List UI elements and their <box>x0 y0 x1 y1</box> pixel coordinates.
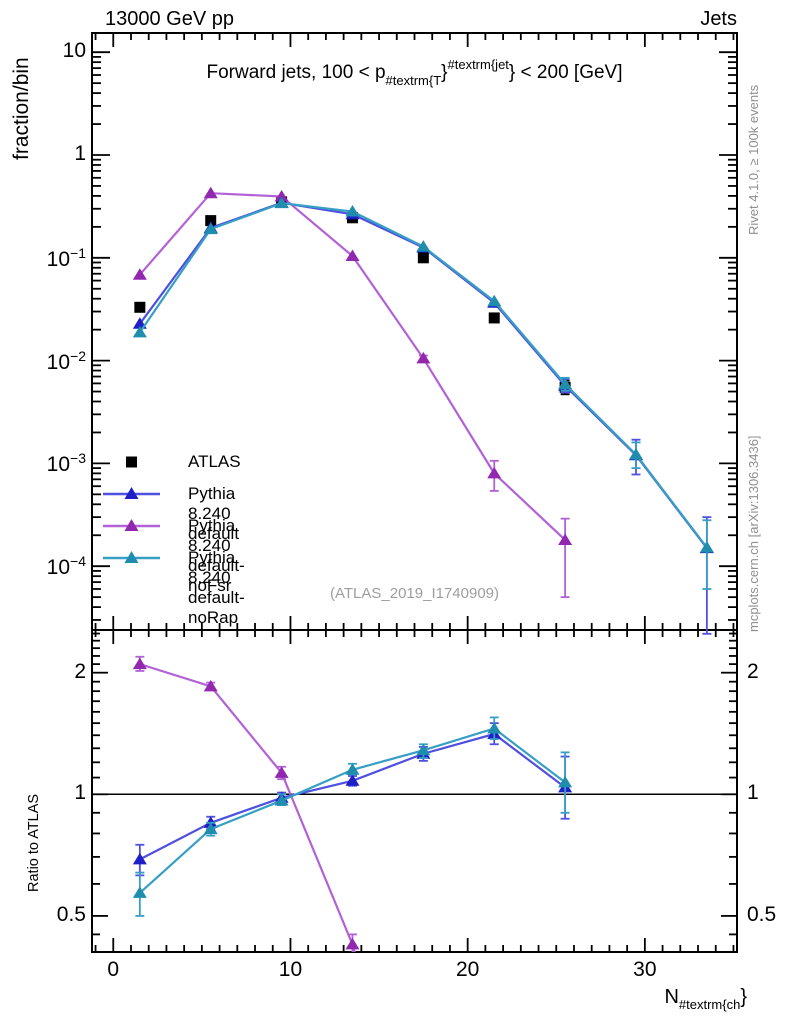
title-pre: Forward jets, 100 < p <box>206 62 386 83</box>
y-tick-label-top: 1 <box>74 142 86 165</box>
atlas-square-marker-icon <box>126 456 137 468</box>
title-superscript: #textrm{jet <box>447 57 509 72</box>
title-brace1: } <box>441 62 448 83</box>
title-post: < 200 [GeV] <box>515 62 623 83</box>
x-tick-label: 10 <box>278 958 303 981</box>
legend-label: Pythia 8.240 default-noFsr <box>188 516 245 595</box>
title-brace2: } <box>508 62 516 83</box>
series-pythia-8-240-default-norap <box>132 716 573 917</box>
xtitle-subscript: #textrm{ch <box>678 997 741 1012</box>
y-tick-label-ratio-right: 1 <box>747 781 759 805</box>
x-axis-title: N#textrm{ch} <box>664 986 747 1012</box>
y-tick-label-ratio-right: 2 <box>747 659 759 683</box>
y-tick-label-top: 10−2 <box>46 347 86 374</box>
legend-label: Pythia 8.240 default <box>188 484 240 543</box>
analysis-id-watermark: (ATLAS_2019_I1740909) <box>329 585 499 602</box>
series-pythia-8-240-default-nofsr <box>132 186 573 599</box>
legend-label: Pythia 8.240 default-noRap <box>188 548 245 627</box>
y-tick-label-top: 10 <box>62 39 86 63</box>
x-tick-label: 0 <box>107 958 120 981</box>
line-triangle-marker-icon <box>103 519 160 531</box>
xtitle-brace: } <box>740 986 747 1008</box>
line-triangle-marker-icon <box>103 551 160 563</box>
y-axis-title-top: fraction/bin <box>10 57 33 160</box>
beam-energy-label: 13000 GeV pp <box>105 8 234 30</box>
title-subscript: #textrm{T <box>385 73 442 88</box>
series-atlas <box>134 196 571 396</box>
x-tick-label: 20 <box>455 958 480 981</box>
y-axis-title-ratio: Ratio to ATLAS <box>26 793 42 892</box>
y-tick-label-top: 10−3 <box>46 450 86 477</box>
y-tick-label-top: 10−4 <box>46 553 86 580</box>
legend-label: ATLAS <box>188 452 241 471</box>
y-tick-label-ratio-left: 0.5 <box>56 902 86 926</box>
series-pythia-8-240-default <box>132 722 573 877</box>
ratio-panel-series <box>132 655 573 952</box>
series-pythia-8-240-default-nofsr <box>132 655 360 952</box>
xtitle-pre: N <box>664 986 679 1008</box>
y-tick-label-ratio-left: 1 <box>74 781 86 805</box>
rivet-version-note: Rivet 4.1.0, ≥ 100k events <box>746 84 761 235</box>
y-tick-label-top: 10−1 <box>46 244 86 271</box>
mcplots-arxiv-note: mcplots.cern.ch [arXiv:1306.3436] <box>746 435 761 632</box>
y-tick-label-ratio-left: 2 <box>74 659 86 683</box>
plot-title: Forward jets, 100 < p#textrm{T}#textrm{j… <box>92 57 737 88</box>
top-panel-series <box>132 186 714 635</box>
y-tick-label-ratio-right: 0.5 <box>747 902 777 926</box>
analysis-group-label: Jets <box>700 8 737 30</box>
line-triangle-marker-icon <box>103 487 160 499</box>
series-pythia-8-240-default-norap <box>132 196 714 590</box>
x-tick-label: 30 <box>633 958 657 981</box>
